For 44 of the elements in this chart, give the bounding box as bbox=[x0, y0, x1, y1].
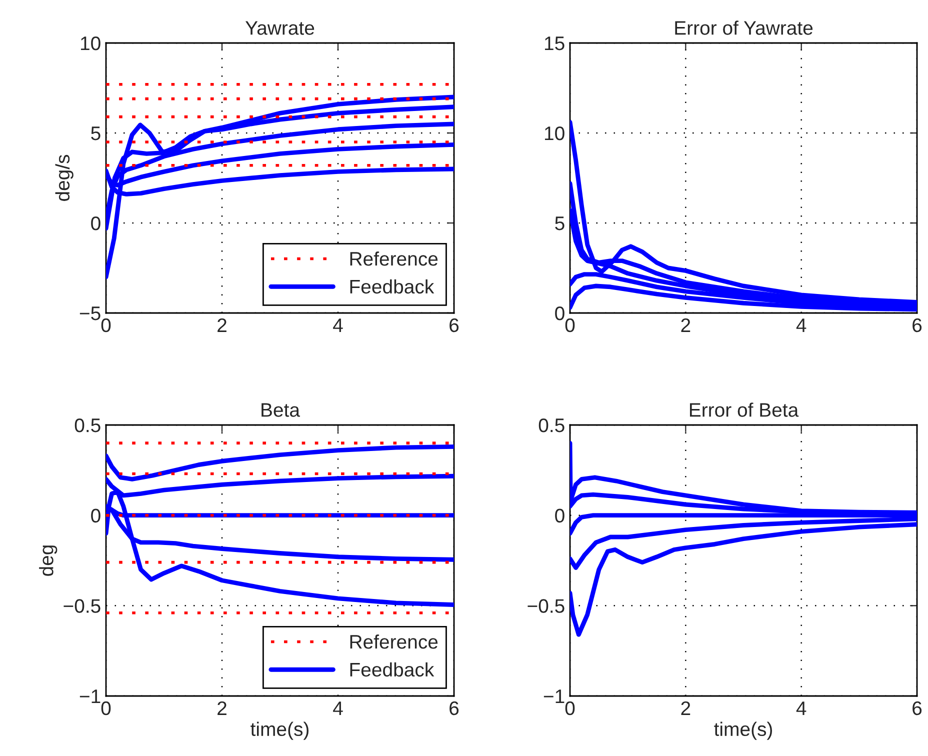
x-tick-label: 4 bbox=[333, 702, 343, 715]
legend-label: Feedback bbox=[350, 662, 434, 677]
y-tick-label: 0.5 bbox=[538, 418, 564, 432]
chart-title: Error of Yawrate bbox=[675, 20, 813, 35]
x-tick-label: 6 bbox=[912, 701, 922, 716]
x-tick-label: 6 bbox=[450, 701, 459, 716]
chart-title: Beta bbox=[262, 403, 300, 417]
x-tick-label: 2 bbox=[218, 318, 226, 332]
y-axis-title: deg/s bbox=[55, 154, 74, 201]
y-tick-label: 0 bbox=[91, 216, 100, 230]
x-tick-label: 6 bbox=[912, 318, 922, 332]
x-tick-label: 0 bbox=[565, 318, 575, 332]
y-tick-label: 0 bbox=[555, 508, 564, 523]
y-tick-label: 15 bbox=[544, 36, 564, 50]
x-tick-label: 2 bbox=[218, 701, 226, 715]
y-tick-label: −5 bbox=[80, 306, 100, 320]
x-tick-label: 0 bbox=[565, 701, 575, 716]
y-tick-label: 5 bbox=[91, 126, 100, 140]
legend-label: Reference bbox=[350, 251, 438, 266]
y-tick-label: 10 bbox=[544, 126, 564, 140]
x-tick-label: 0 bbox=[101, 701, 111, 716]
legend-label: Feedback bbox=[350, 279, 434, 294]
y-tick-label: 0 bbox=[91, 508, 100, 523]
x-tick-label: 2 bbox=[681, 701, 690, 715]
y-tick-label: 0.5 bbox=[74, 418, 100, 432]
x-tick-label: 4 bbox=[796, 318, 806, 332]
y-tick-label: −1 bbox=[544, 690, 564, 704]
x-axis-title: time(s) bbox=[714, 722, 772, 740]
y-tick-label: −1 bbox=[80, 690, 100, 704]
chart-title: Yawrate bbox=[245, 21, 314, 35]
y-tick-label: 10 bbox=[80, 36, 100, 50]
y-tick-label: 0 bbox=[555, 306, 564, 320]
x-tick-label: 0 bbox=[101, 318, 111, 332]
legend-label: Reference bbox=[350, 634, 438, 649]
x-tick-label: 4 bbox=[796, 702, 806, 715]
y-axis-title: deg bbox=[39, 546, 58, 576]
x-axis-title: time(s) bbox=[250, 722, 308, 740]
y-tick-label: 5 bbox=[555, 216, 564, 230]
x-tick-label: 6 bbox=[450, 318, 459, 332]
x-tick-label: 4 bbox=[333, 318, 343, 332]
y-tick-label: −0.5 bbox=[528, 599, 564, 613]
chart-title: Error of Beta bbox=[690, 402, 799, 417]
y-tick-label: −0.5 bbox=[64, 599, 100, 613]
x-tick-label: 2 bbox=[681, 318, 690, 332]
